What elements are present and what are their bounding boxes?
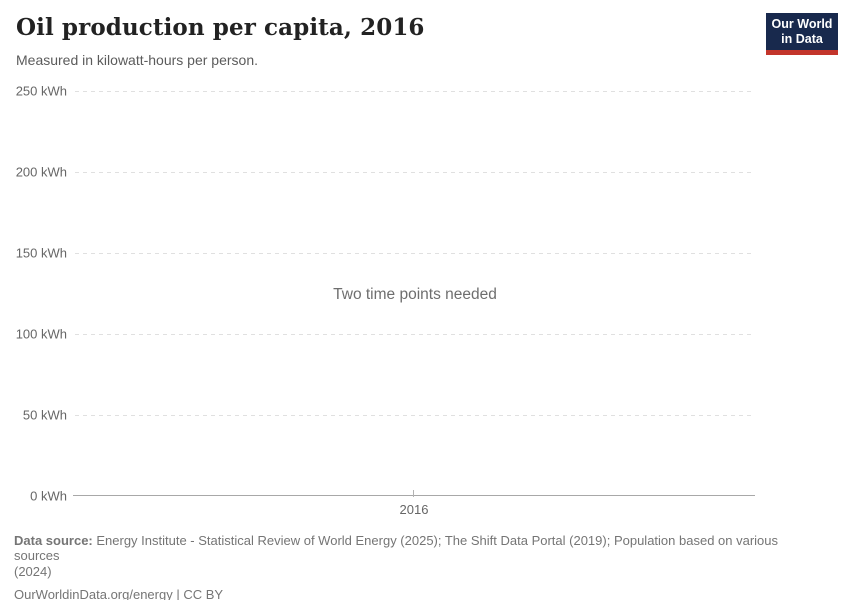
gridline xyxy=(75,253,755,254)
gridline xyxy=(75,334,755,335)
owid-logo-line2: in Data xyxy=(781,31,823,46)
y-axis-tick-label: 50 kWh xyxy=(22,407,67,423)
footer-link[interactable]: OurWorldinData.org/energy | CC BY xyxy=(14,587,224,600)
y-axis-tick-label: 200 kWh xyxy=(15,164,67,180)
y-axis-tick-label: 150 kWh xyxy=(15,245,67,261)
x-axis-line xyxy=(73,495,755,496)
chart-subtitle: Measured in kilowatt-hours per person. xyxy=(16,52,259,68)
chart-title: Oil production per capita, 2016 xyxy=(16,14,425,41)
data-source-label: Data source: xyxy=(14,533,93,548)
no-data-message: Two time points needed xyxy=(333,286,497,303)
data-source-note: Data source: Energy Institute - Statisti… xyxy=(14,533,814,563)
gridline xyxy=(75,415,755,416)
y-axis-tick-label: 0 kWh xyxy=(30,488,67,504)
owid-logo-line1: Our World xyxy=(771,16,833,31)
gridline xyxy=(75,172,755,173)
y-axis-tick-label: 100 kWh xyxy=(15,326,67,342)
chart-footer: Data source: Energy Institute - Statisti… xyxy=(14,533,814,600)
x-axis-tick-mark xyxy=(413,490,414,497)
owid-logo[interactable]: Our World in Data xyxy=(766,13,838,55)
x-axis-tick-label: 2016 xyxy=(399,502,429,517)
data-source-text-line2: (2024) xyxy=(14,564,52,580)
gridline xyxy=(75,91,755,92)
y-axis-tick-label: 250 kWh xyxy=(15,83,67,99)
data-source-text: Energy Institute - Statistical Review of… xyxy=(14,533,779,564)
